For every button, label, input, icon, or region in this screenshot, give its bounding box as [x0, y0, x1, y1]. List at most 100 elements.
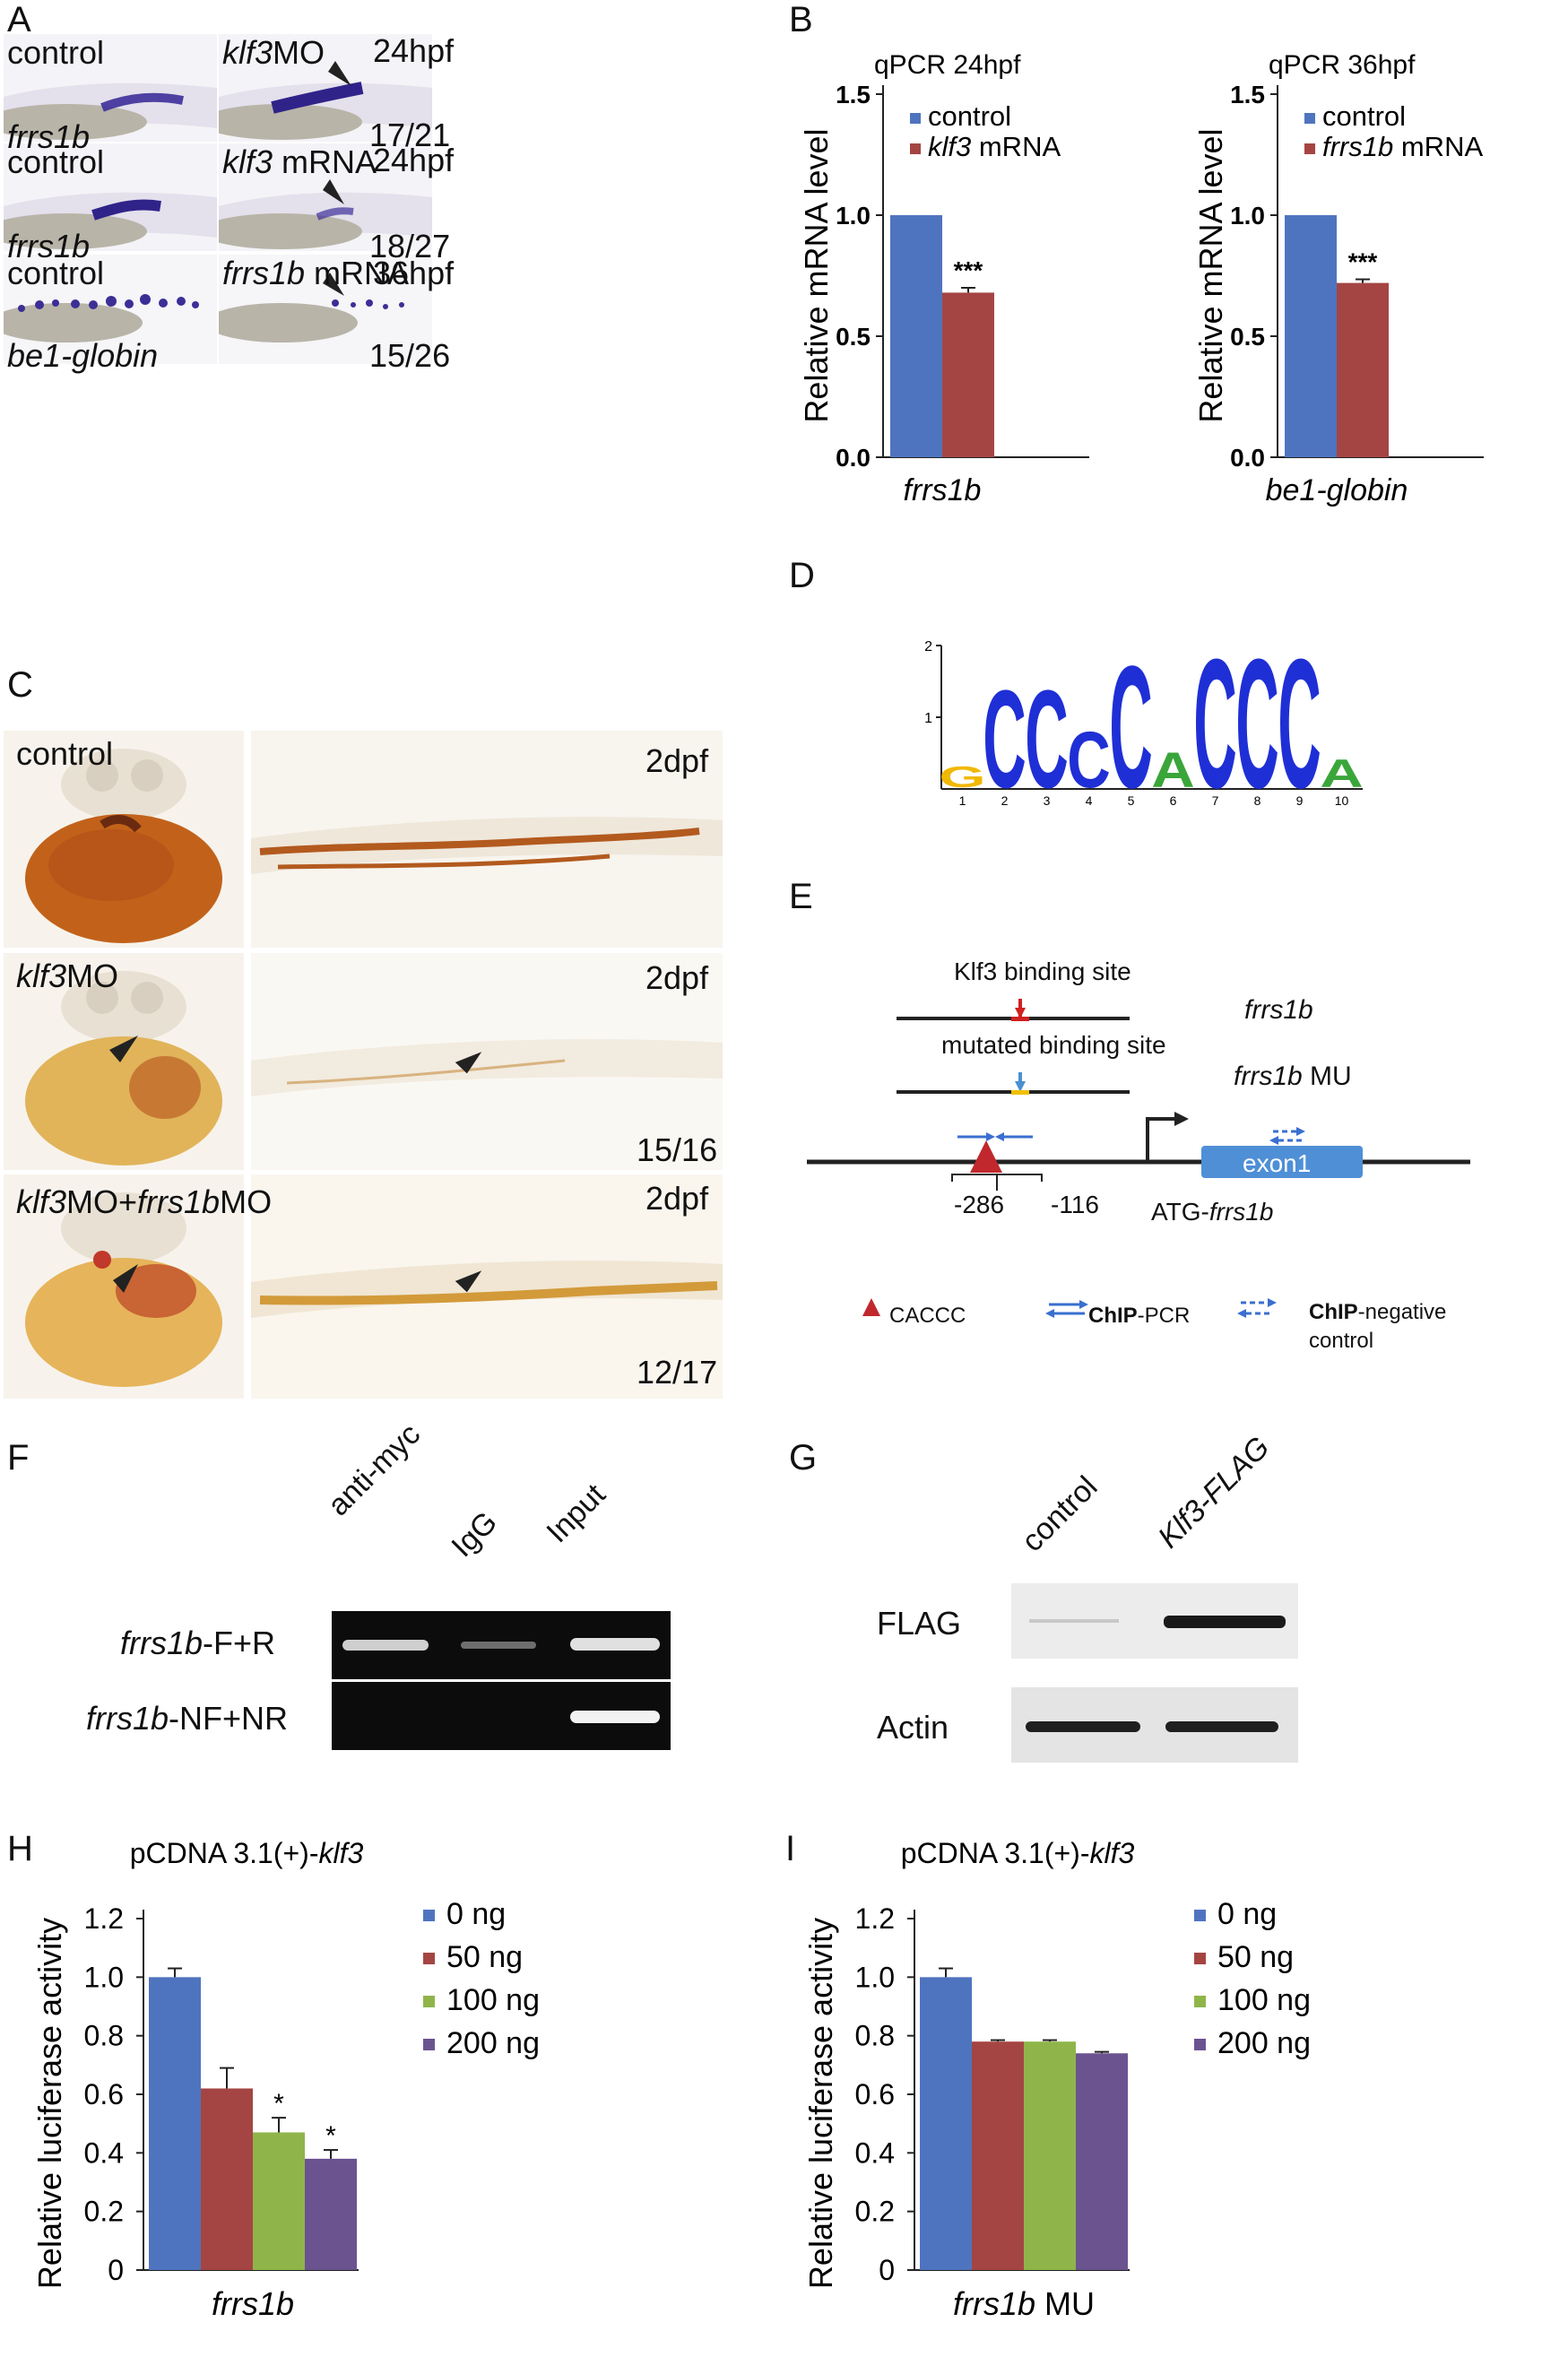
- logo-position-9: 9: [1296, 793, 1304, 808]
- y-tick-label: 0.5: [836, 323, 871, 351]
- larva-head-c2: [4, 953, 244, 1170]
- g-lane-2: Klf3-FLAG: [1151, 1430, 1277, 1555]
- a2-label: klf3MO: [222, 34, 325, 71]
- f-lane-2: IgG: [445, 1504, 505, 1564]
- logo-position-3: 3: [1044, 793, 1051, 808]
- chart-i: pCDNA 3.1(+)-klf3 0 0.2 0.4 0.6 0.8 1.0 1.2 Rela…: [802, 1838, 1311, 2322]
- chart-title: pCDNA 3.1(+)-klf3: [130, 1838, 364, 1869]
- y-tick-label: 1.0: [836, 202, 871, 230]
- y-tick-label: 0.5: [1230, 323, 1265, 351]
- f-row2-label: frrs1b-NF+NR: [86, 1700, 289, 1737]
- a5-gene: be1-globin: [7, 337, 159, 374]
- a6-stage: 36hpf: [373, 255, 455, 291]
- c2-stage: 2dpf: [645, 959, 709, 996]
- e-binding-site: Klf3 binding site: [954, 958, 1131, 985]
- embryo-image-a1: [4, 34, 217, 142]
- y-tick-label: 1.5: [1230, 81, 1265, 108]
- y-tick-label: 1.2: [855, 1902, 895, 1935]
- a1-label: control: [7, 34, 105, 71]
- legend-label-0: 0 ng: [446, 1897, 506, 1931]
- bar-1: [201, 2088, 253, 2270]
- larva-trunk-c1: [251, 731, 723, 948]
- logo-letter-6: A: [1151, 742, 1194, 798]
- panel-label-h: H: [7, 1829, 33, 1868]
- bar-2: [253, 2132, 305, 2270]
- logo-letter-4: C: [1067, 715, 1110, 804]
- gel-row-2: [332, 1682, 671, 1750]
- chart-title: qPCR 24hpf: [874, 50, 1021, 80]
- f-row1-label: frrs1b-F+R: [120, 1625, 276, 1661]
- gel-band-2-3: [570, 1711, 660, 1723]
- x-category-label: frrs1b MU: [953, 2285, 1095, 2322]
- e-legend-caccc: CACCC: [889, 1304, 966, 1328]
- logo-letter-10: A: [1320, 751, 1363, 796]
- x-category-label: be1-globin: [1266, 473, 1408, 507]
- x-category-label: frrs1b: [212, 2285, 294, 2322]
- legend-label-3: 200 ng: [446, 2026, 540, 2060]
- y-tick-label: 0.4: [855, 2136, 895, 2169]
- a6-label: frrs1b mRNA: [222, 255, 410, 291]
- y-tick-label: 0.6: [84, 2078, 124, 2110]
- chart-title: pCDNA 3.1(+)-klf3: [901, 1838, 1135, 1869]
- significance-mark: ***: [954, 256, 983, 284]
- panel-label-g: G: [789, 1438, 818, 1477]
- larva-head-c1: [4, 731, 244, 948]
- logo-position-7: 7: [1212, 793, 1219, 808]
- panel-label-b: B: [789, 0, 813, 39]
- y-axis-label: Relative mRNA level: [798, 128, 835, 422]
- promoter-diagram: [807, 999, 1470, 1318]
- logo-letter-2: C: [983, 663, 1026, 818]
- legend-swatch-3: [1194, 2039, 1206, 2050]
- y-axis-label: Relative luciferase activity: [31, 1918, 68, 2289]
- logo-position-4: 4: [1086, 793, 1093, 808]
- logo-position-2: 2: [1001, 793, 1009, 808]
- exon-box: [1201, 1146, 1363, 1178]
- a6-count: 15/26: [369, 337, 451, 374]
- a4-label: klf3 mRNA: [222, 143, 377, 180]
- e-pos2: -116: [1051, 1191, 1099, 1218]
- y-tick-label: 0.6: [855, 2078, 895, 2110]
- logo-letter-7: C: [1193, 628, 1236, 825]
- y-axis-label: Relative mRNA level: [1192, 128, 1229, 422]
- e-legend-neg: ChIP-negative: [1309, 1300, 1447, 1324]
- a4-stage: 24hpf: [373, 142, 455, 178]
- blot-band-actin-2: [1165, 1721, 1278, 1732]
- chart-title: qPCR 36hpf: [1269, 50, 1416, 80]
- x-category-label: frrs1b: [904, 473, 982, 507]
- legend-label-1: 50 ng: [446, 1940, 523, 1974]
- g-lane-1: control: [1015, 1469, 1105, 1559]
- f-lane-1: anti-myc: [321, 1417, 428, 1523]
- y-tick-label: 0.0: [1230, 444, 1265, 472]
- e-pos1: -286: [954, 1191, 1005, 1218]
- y-tick-label: 1.2: [84, 1902, 124, 1935]
- y-tick-label: 1.0: [84, 1961, 124, 1993]
- c3-count: 12/17: [637, 1354, 718, 1391]
- g-row2-label: Actin: [877, 1709, 949, 1746]
- y-tick-label: 0.4: [84, 2136, 124, 2169]
- legend-swatch-0: [910, 113, 921, 124]
- bar-0: [920, 1977, 972, 2270]
- legend-label-2: 100 ng: [1217, 1983, 1311, 2017]
- logo-position-6: 6: [1170, 793, 1177, 808]
- e-exon-label: exon1: [1243, 1149, 1312, 1177]
- blot-row-2: [1011, 1687, 1298, 1763]
- logo-letter-1: G: [939, 760, 985, 793]
- legend-label-0: control: [1322, 100, 1406, 132]
- legend-swatch-2: [423, 1996, 435, 2007]
- bar-0: [1285, 215, 1337, 457]
- larva-trunk-c3: [251, 1174, 723, 1399]
- y-tick-label: 0.8: [855, 2020, 895, 2052]
- legend-swatch-1: [1304, 143, 1315, 154]
- a3-gene: frrs1b: [7, 228, 91, 264]
- legend-swatch-1: [423, 1953, 435, 1964]
- legend-label-2: 100 ng: [446, 1983, 540, 2017]
- y-tick-label: 1.0: [855, 1961, 895, 1993]
- a2-stage: 24hpf: [373, 32, 455, 69]
- panel-label-d: D: [789, 556, 815, 595]
- significance-mark: ***: [1348, 248, 1378, 276]
- y-tick-label: 0.8: [84, 2020, 124, 2052]
- legend-label-3: 200 ng: [1217, 2026, 1311, 2060]
- c2-count: 15/16: [637, 1131, 718, 1168]
